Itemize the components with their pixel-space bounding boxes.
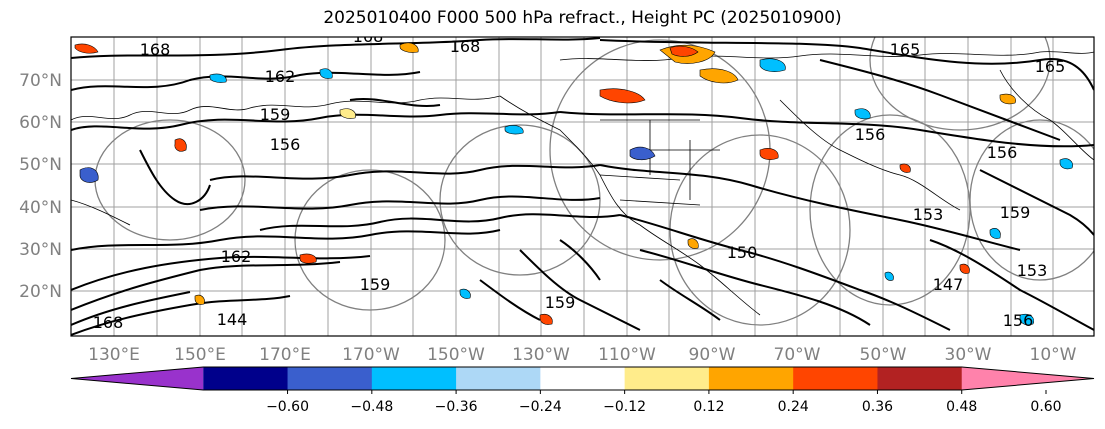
colorbar-segment bbox=[287, 367, 373, 390]
lat-label: 40°N bbox=[19, 198, 62, 218]
lat-label: 30°N bbox=[19, 240, 62, 260]
contour-labels: 168 168 168 165 165 162 159 156 156 156 … bbox=[93, 27, 1066, 332]
colorbar-tick-label: 0.60 bbox=[1030, 399, 1061, 415]
colorbar-extend-low bbox=[71, 367, 204, 390]
contour-label: 150 bbox=[727, 243, 758, 262]
contour-label: 165 bbox=[890, 40, 921, 59]
refractivity-patches bbox=[74, 42, 1073, 326]
colorbar-outline bbox=[70, 366, 1095, 391]
colorbar-tick-label: 0.12 bbox=[693, 399, 724, 415]
colorbar-tick-label: 0.24 bbox=[778, 399, 809, 415]
colorbar: −0.60 −0.48 −0.36 −0.24 −0.12 0.12 0.24 0.36 0.4… bbox=[70, 366, 1095, 415]
colorbar-extend-high bbox=[961, 367, 1094, 390]
contour-label: 153 bbox=[913, 205, 944, 224]
lat-label: 60°N bbox=[19, 113, 62, 133]
lon-label: 110°W bbox=[598, 345, 656, 365]
contour-label: 159 bbox=[1000, 203, 1031, 222]
contour-label: 162 bbox=[265, 67, 296, 86]
colorbar-segment bbox=[540, 367, 626, 390]
lon-label: 70°W bbox=[774, 345, 821, 365]
lon-label: 150°E bbox=[174, 345, 226, 365]
colorbar-tick-label: −0.12 bbox=[603, 399, 646, 415]
lon-label: 90°W bbox=[689, 345, 736, 365]
lat-label: 50°N bbox=[19, 155, 62, 175]
colorbar-tick-label: 0.36 bbox=[862, 399, 893, 415]
lat-label: 70°N bbox=[19, 71, 62, 91]
contour-label: 147 bbox=[933, 275, 964, 294]
latitude-labels: 70°N 60°N 50°N 40°N 30°N 20°N bbox=[19, 71, 62, 302]
contour-label: 156 bbox=[270, 135, 301, 154]
lon-label: 30°W bbox=[945, 345, 992, 365]
contour-label: 159 bbox=[260, 105, 291, 124]
map-title: 2025010400 F000 500 hPa refract., Height… bbox=[323, 8, 842, 28]
lon-label: 130°E bbox=[88, 345, 140, 365]
contour-label: 159 bbox=[360, 275, 391, 294]
colorbar-tick-label: −0.48 bbox=[350, 399, 393, 415]
contour-label: 162 bbox=[221, 247, 252, 266]
colorbar-tick-label: −0.24 bbox=[519, 399, 562, 415]
lon-label: 50°W bbox=[860, 345, 907, 365]
colorbar-segment bbox=[371, 367, 457, 390]
height-contours bbox=[71, 37, 1094, 336]
lon-label: 170°W bbox=[342, 345, 400, 365]
contour-label: 156 bbox=[1003, 311, 1034, 330]
contour-label: 168 bbox=[93, 313, 124, 332]
lon-label: 10°W bbox=[1030, 345, 1077, 365]
colorbar-segment bbox=[456, 367, 541, 390]
contour-label: 168 bbox=[353, 27, 384, 46]
lon-label: 130°W bbox=[512, 345, 570, 365]
contour-label: 168 bbox=[140, 40, 171, 59]
contour-label: 156 bbox=[987, 143, 1018, 162]
colorbar-segment bbox=[877, 367, 963, 390]
lat-label: 20°N bbox=[19, 282, 62, 302]
colorbar-segment bbox=[624, 367, 710, 390]
contour-label: 165 bbox=[1035, 57, 1066, 76]
colorbar-segment bbox=[708, 367, 794, 390]
colorbar-segment bbox=[203, 367, 289, 390]
colorbar-tick-label: 0.48 bbox=[946, 399, 977, 415]
map-frame bbox=[70, 36, 1095, 337]
lon-label: 150°W bbox=[427, 345, 485, 365]
colorbar-tick-label: −0.36 bbox=[435, 399, 478, 415]
contour-label: 156 bbox=[855, 125, 886, 144]
contour-label: 159 bbox=[545, 293, 576, 312]
contour-label: 168 bbox=[450, 37, 481, 56]
colorbar-tick-label: −0.60 bbox=[266, 399, 309, 415]
contour-label: 144 bbox=[217, 310, 248, 329]
longitude-labels: 130°E 150°E 170°E 170°W 150°W 130°W 110°… bbox=[88, 345, 1077, 365]
contour-label: 153 bbox=[1017, 261, 1048, 280]
lon-label: 170°E bbox=[259, 345, 311, 365]
colorbar-segment bbox=[793, 367, 878, 390]
